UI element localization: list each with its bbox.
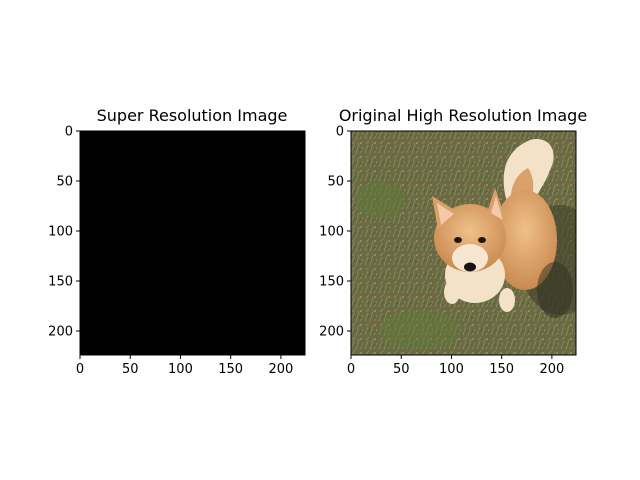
right-xtick-label: 200 [539,362,564,377]
right-ytick-label: 150 [319,275,344,290]
left-xtick-label: 0 [76,362,84,377]
left-panel: Super Resolution Image 0 50 100 150 200 0 50 10… [48,106,306,377]
right-xtick-label: 150 [489,362,514,377]
right-axes-frame [350,130,577,356]
left-xtick-label: 50 [122,362,139,377]
left-xtick-label: 200 [268,362,293,377]
left-axes-frame [79,130,306,356]
right-xtick-label: 100 [439,362,464,377]
right-ytick-label: 200 [319,325,344,340]
left-ytick-label: 50 [56,175,73,190]
left-xtick-label: 150 [218,362,243,377]
right-ytick-label: 100 [319,225,344,240]
left-panel-title: Super Resolution Image [97,106,288,125]
left-ytick-label: 100 [48,225,73,240]
right-panel: Original High Resolution Image [319,106,587,377]
left-ytick-label: 0 [65,125,73,140]
left-axes: 0 50 100 150 200 0 50 100 150 200 [48,125,306,377]
right-ytick-label: 50 [327,175,344,190]
right-xtick-label: 0 [347,362,355,377]
super-resolution-image [80,131,305,355]
left-xtick-label: 100 [168,362,193,377]
right-axes: 0 50 100 150 200 0 50 100 150 200 [319,125,577,377]
right-xtick-label: 50 [393,362,410,377]
right-panel-title: Original High Resolution Image [339,106,587,125]
right-ytick-label: 0 [336,125,344,140]
left-ytick-label: 200 [48,325,73,340]
left-ytick-label: 150 [48,275,73,290]
original-high-resolution-image [351,131,576,355]
